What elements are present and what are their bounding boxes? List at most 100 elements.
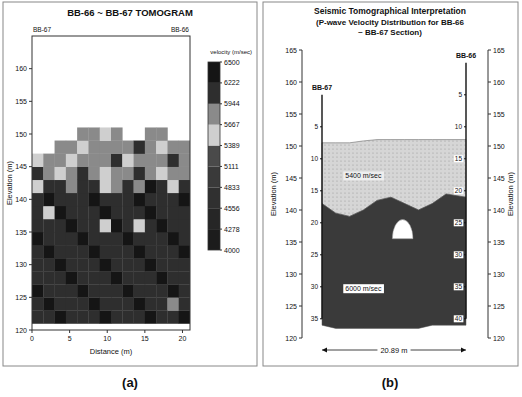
colorbar-swatch	[208, 104, 220, 125]
cell	[43, 271, 55, 284]
cell	[134, 310, 146, 323]
cell	[167, 206, 179, 219]
colorbar-tick	[220, 62, 222, 63]
cell	[111, 127, 123, 140]
x-tick-label: 10	[103, 335, 111, 342]
y-tick	[29, 134, 32, 135]
label-patch	[310, 187, 320, 194]
cell	[100, 232, 112, 245]
cell	[122, 206, 134, 219]
cell	[134, 271, 146, 284]
depth-label: 10	[311, 155, 319, 162]
cell	[134, 258, 146, 271]
y-tick	[29, 232, 32, 233]
cell	[66, 167, 78, 180]
cell	[66, 141, 78, 154]
y-tick-label: 125	[15, 294, 27, 301]
cell	[179, 310, 190, 323]
cell	[77, 154, 89, 167]
y-tick	[488, 306, 491, 307]
depth-tick	[464, 286, 466, 287]
cell	[145, 154, 157, 167]
y-tick-label: 140	[15, 196, 27, 203]
cell	[100, 141, 112, 154]
cell	[77, 206, 89, 219]
cell	[32, 167, 44, 180]
cell	[134, 219, 146, 232]
title: Seismic Tomographical Interpretation	[314, 6, 466, 16]
cell	[43, 258, 55, 271]
colorbar-swatch	[208, 166, 220, 187]
colorbar-tick-label: 4833	[224, 184, 240, 191]
cell	[167, 167, 179, 180]
cell	[145, 193, 157, 206]
cell	[134, 232, 146, 245]
y-tick-label: 125	[493, 303, 505, 310]
cell	[32, 245, 44, 258]
cell	[145, 297, 157, 310]
cell	[179, 193, 190, 206]
subtitle: (P-wave Velocity Distribution for BB-66~…	[316, 18, 465, 37]
cell	[55, 284, 67, 297]
y-tick	[488, 50, 491, 51]
y-tick	[299, 306, 302, 307]
cell	[77, 258, 89, 271]
depth-tick	[464, 158, 466, 159]
cell	[100, 271, 112, 284]
depth-tick	[464, 190, 466, 191]
colorbar-swatch	[208, 62, 220, 83]
label-patch	[454, 283, 464, 290]
cell	[145, 219, 157, 232]
cell	[156, 180, 168, 193]
label-patch	[343, 284, 384, 293]
cell	[179, 258, 190, 271]
label-patch	[310, 283, 320, 290]
cell	[179, 141, 190, 154]
y-tick	[488, 146, 491, 147]
cell	[77, 193, 89, 206]
cell	[100, 180, 112, 193]
cell	[134, 141, 146, 154]
cell	[88, 127, 100, 140]
cell	[55, 271, 67, 284]
y-tick-label: 150	[15, 131, 27, 138]
y-tick-label: 160	[493, 79, 505, 86]
cell	[134, 180, 146, 193]
x-tick-label: 20	[179, 335, 187, 342]
cell	[32, 284, 44, 297]
anomaly	[392, 220, 413, 239]
cell	[43, 219, 55, 232]
cell	[66, 310, 78, 323]
y-tick-label: 160	[285, 79, 297, 86]
cell	[43, 206, 55, 219]
cell	[77, 127, 89, 140]
colorbar-tick-label: 5667	[224, 121, 240, 128]
y-tick-label: 150	[285, 143, 297, 150]
cell	[100, 167, 112, 180]
cell	[66, 284, 78, 297]
cell	[43, 284, 55, 297]
cell	[145, 271, 157, 284]
depth-label: 30	[311, 283, 319, 290]
cell	[88, 297, 100, 310]
cell	[55, 310, 67, 323]
borehole-label: BB-67	[312, 84, 332, 91]
colorbar-tick-label: 4000	[224, 247, 240, 254]
cell	[55, 154, 67, 167]
cell	[179, 232, 190, 245]
cell	[88, 271, 100, 284]
cell	[156, 193, 168, 206]
cell	[43, 167, 55, 180]
cell	[111, 232, 123, 245]
cell	[55, 219, 67, 232]
cell	[156, 232, 168, 245]
cell	[77, 141, 89, 154]
label-patch	[454, 155, 464, 162]
depth-label: 15	[311, 187, 319, 194]
y-tick	[29, 166, 32, 167]
cell	[145, 258, 157, 271]
cell	[77, 219, 89, 232]
cell	[111, 154, 123, 167]
cell	[122, 245, 134, 258]
cell	[43, 193, 55, 206]
